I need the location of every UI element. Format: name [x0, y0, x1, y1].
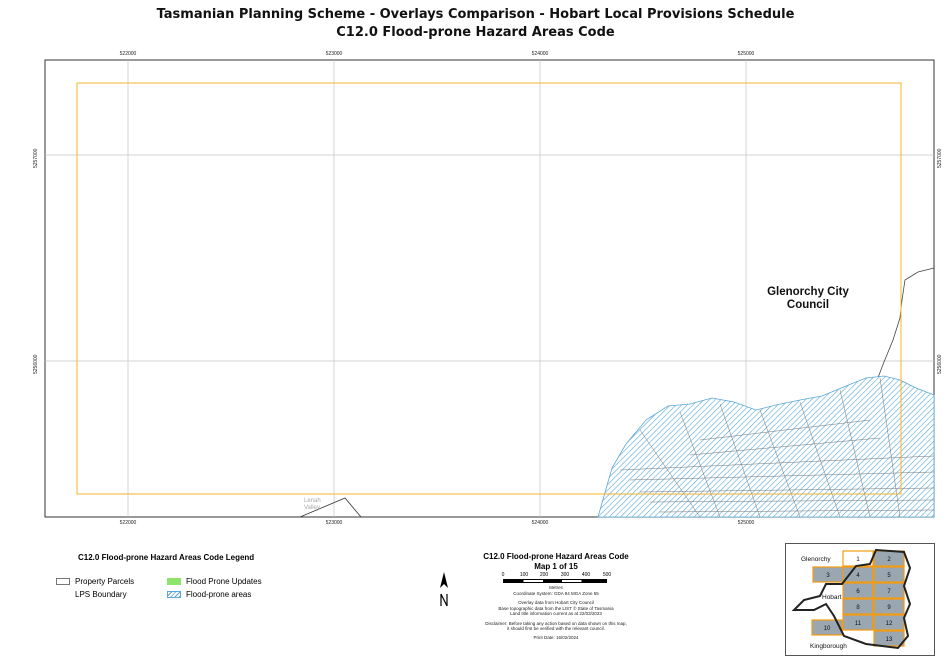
easting-tick-top: 522000: [119, 51, 137, 57]
legend-item-updates: Flood Prone Updates: [167, 577, 262, 586]
property-parcels: [619, 377, 935, 518]
northing-tick-left: 5257000: [33, 148, 39, 168]
map-info: C12.0 Flood-prone Hazard Areas Code Map …: [440, 552, 672, 571]
page-subtitle: C12.0 Flood-prone Hazard Areas Code: [336, 25, 615, 40]
easting-tick-bottom: 524000: [531, 520, 549, 526]
scale-label: 0: [501, 572, 505, 578]
inset-map-drawing: 1 2 3 4 5 6 7 8 9 10 11 12 13: [791, 548, 912, 650]
council-label: Glenorchy City Council: [760, 286, 856, 312]
tile-number: 9: [887, 605, 891, 611]
blue-hatch-swatch-icon: [167, 591, 181, 598]
council-label-line1: Glenorchy City: [767, 286, 849, 298]
northing-tick-right: 5256000: [937, 354, 943, 374]
tile-number: 7: [887, 589, 891, 595]
northing-tick-right: 5257000: [937, 148, 943, 168]
inset-label-hobart: Hobart: [822, 594, 842, 601]
source-note: Land title information current as at 22/…: [510, 611, 602, 616]
easting-tick-top: 523000: [325, 51, 343, 57]
print-date: Print Date: 16/02/2024: [533, 634, 579, 640]
scale-label: 200: [539, 572, 549, 578]
tile-number: 6: [856, 589, 860, 595]
scale-label: 500: [602, 572, 612, 578]
source-note: Base topographic data from the LIST © St…: [498, 605, 614, 611]
tile-number: 13: [886, 637, 893, 643]
tile-number: 4: [856, 573, 860, 579]
scale-label: 300: [560, 572, 570, 578]
legend-item-flood: Flood-prone areas: [167, 590, 251, 599]
disclaimer: Disclaimer: Before taking any action bas…: [485, 620, 627, 626]
parcel-swatch-icon: [56, 578, 70, 585]
legend-item-parcels: Property Parcels: [56, 577, 134, 586]
municipal-boundary: [791, 548, 912, 650]
council-label-line2: Council: [786, 299, 830, 311]
scale-bar: [503, 579, 607, 583]
tile-number: 2: [887, 557, 891, 563]
tile-number: 10: [824, 626, 831, 632]
northing-tick-left: 5256000: [33, 354, 39, 374]
inset-map[interactable]: 1 2 3 4 5 6 7 8 9 10 11 12 13 Glenorchy …: [785, 543, 935, 656]
lps-boundary: [76, 82, 902, 495]
tile-number: 3: [826, 573, 830, 579]
scale-unit: Metres: [549, 585, 563, 590]
flood-prone-areas: [597, 375, 935, 518]
info-title: C12.0 Flood-prone Hazard Areas Code: [483, 552, 629, 561]
inset-label-glenorchy: Glenorchy: [801, 556, 831, 563]
legend-label: Property Parcels: [75, 577, 135, 586]
easting-tick-top: 525000: [737, 51, 755, 57]
coordinate-system: Coordinate System: GDA 94 MGA Zone 55: [513, 590, 599, 596]
inset-label-kingborough: Kingborough: [810, 643, 847, 650]
tile-number: 11: [855, 621, 862, 627]
north-arrow-icon: [440, 572, 448, 607]
page-title: Tasmanian Planning Scheme - Overlays Com…: [156, 7, 795, 22]
map-number: Map 1 of 15: [534, 562, 578, 571]
easting-tick-bottom: 525000: [737, 520, 755, 526]
grid-lines: [45, 60, 934, 517]
green-fill-swatch-icon: [167, 578, 181, 585]
tile-number: 5: [887, 573, 891, 579]
easting-tick-top: 524000: [531, 51, 549, 57]
easting-tick-bottom: 523000: [325, 520, 343, 526]
legend-title: C12.0 Flood-prone Hazard Areas Code Lege…: [78, 553, 255, 562]
easting-tick-bottom: 522000: [119, 520, 137, 526]
disclaimer: it should first be verified with the rel…: [507, 626, 605, 631]
legend-label: Flood Prone Updates: [186, 577, 262, 586]
legend-label: LPS Boundary: [75, 590, 127, 599]
info-details: Metres Coordinate System: GDA 94 MGA Zon…: [440, 585, 672, 640]
source-note: Overlay data from Hobart City Council: [518, 600, 594, 605]
tile-number: 12: [886, 621, 893, 627]
legend-item-lps: LPS Boundary: [75, 590, 127, 599]
tile-number: 8: [856, 605, 860, 611]
tile-number: 1: [856, 557, 860, 563]
lenah-valley-road: [299, 497, 362, 518]
scale-label: 400: [581, 572, 591, 578]
scale-label: 100: [519, 572, 529, 578]
inset-tiles: [811, 550, 905, 647]
inset-tile-numbers: 1 2 3 4 5 6 7 8 9 10 11 12 13: [824, 557, 893, 643]
legend-label: Flood-prone areas: [186, 590, 252, 599]
place-label: Lenah Valley: [304, 498, 321, 511]
